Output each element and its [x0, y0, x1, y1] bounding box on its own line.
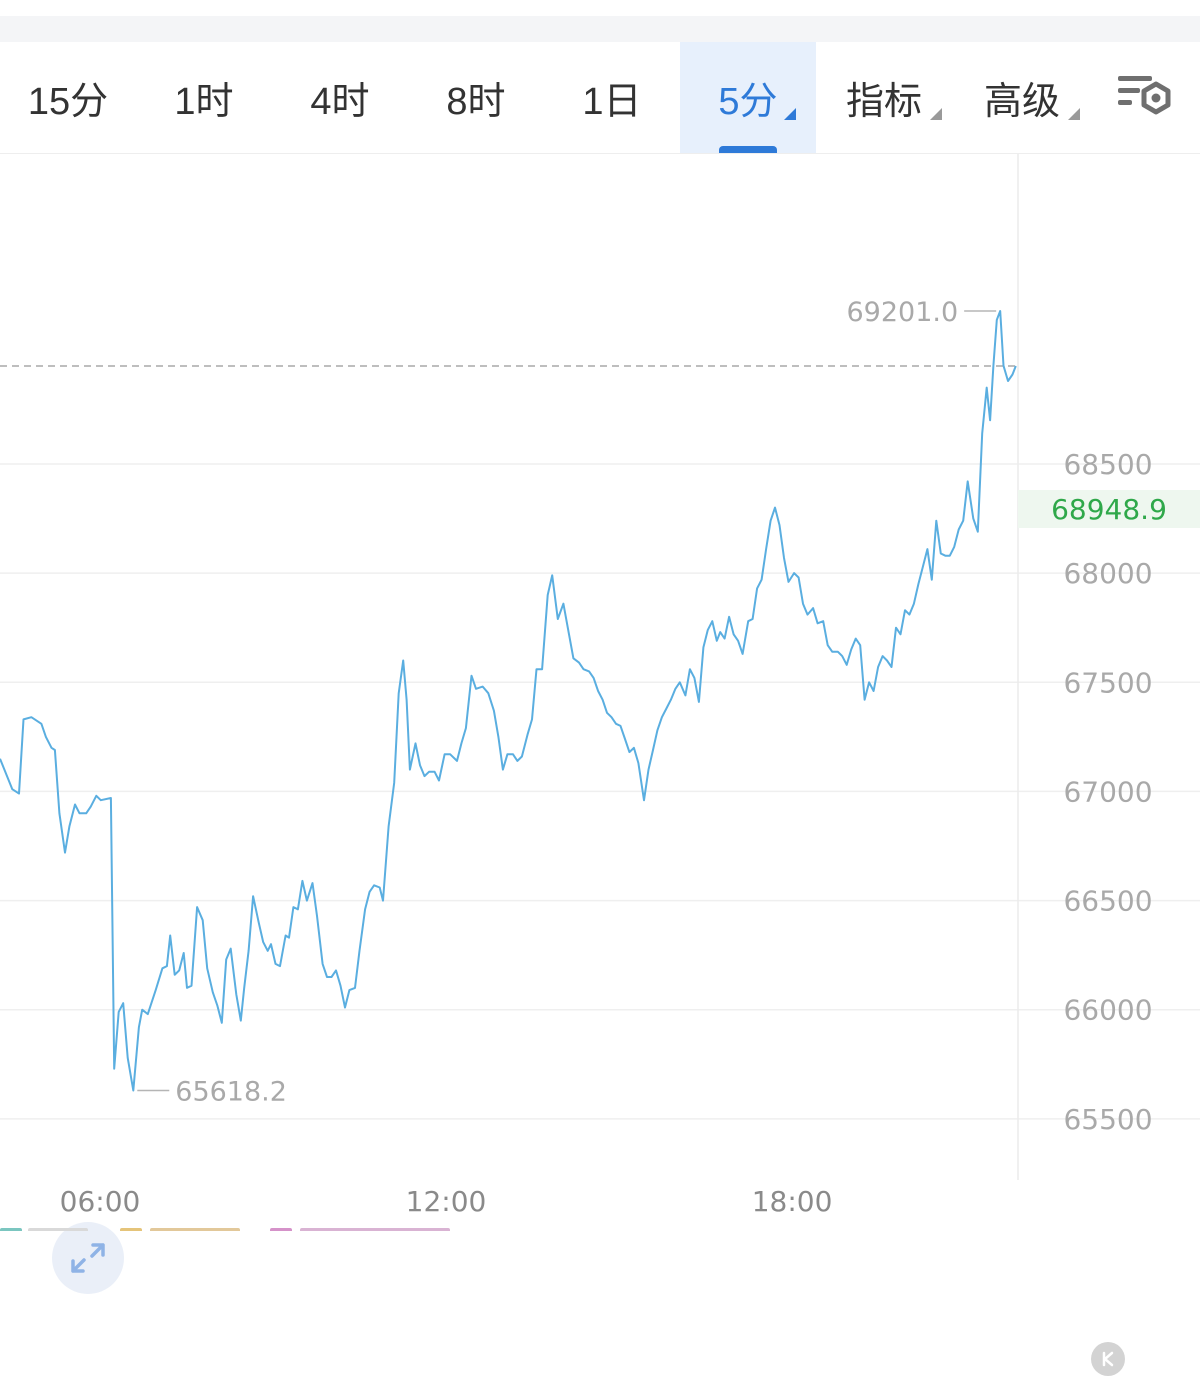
x-tick-label: 12:00 — [406, 1185, 487, 1218]
tab-timeframe-8h[interactable]: 8时 — [408, 42, 544, 153]
tab-label: 15分 — [27, 81, 109, 123]
top-status-strip — [0, 0, 1200, 42]
dropdown-triangle-icon — [930, 108, 942, 120]
low-price-label: 65618.2 — [175, 1076, 287, 1107]
dropdown-triangle-icon — [784, 108, 796, 120]
tab-timeframe-1h[interactable]: 1时 — [136, 42, 272, 153]
active-tab-indicator — [719, 146, 777, 153]
tab-timeframe-15m[interactable]: 15分 — [0, 42, 136, 153]
tab-timeframe-5m[interactable]: 5分 — [680, 42, 816, 153]
cutoff-legend-graphic — [0, 1228, 450, 1231]
y-tick-label: 66500 — [1063, 885, 1152, 918]
k-line-toggle-button[interactable] — [1091, 1342, 1125, 1376]
y-tick-label: 67000 — [1063, 775, 1152, 808]
indicator-legend-cutoff — [0, 1222, 600, 1231]
k-icon — [1102, 1351, 1114, 1367]
advanced-label: 高级 — [983, 81, 1060, 123]
y-tick-label: 65500 — [1063, 1103, 1152, 1136]
x-tick-label: 06:00 — [60, 1185, 141, 1218]
chart-settings-icon — [1118, 76, 1171, 115]
y-tick-label: 68500 — [1063, 448, 1152, 481]
indicators-label: 指标 — [845, 81, 922, 123]
line-chart-svg: 65500 66000 66500 67000 67500 68000 68500 06:0… — [0, 154, 1200, 1218]
y-tick-label: 66000 — [1063, 994, 1152, 1027]
tab-label: 1时 — [174, 81, 234, 123]
y-tick-label: 67500 — [1063, 666, 1152, 699]
fullscreen-button[interactable] — [52, 1222, 124, 1294]
tab-label: 5分 — [718, 81, 778, 123]
price-series-line — [0, 310, 1017, 1092]
chart-settings-button[interactable] — [1112, 68, 1176, 128]
advanced-menu-button[interactable]: 高级 — [952, 42, 1092, 153]
y-tick-label: 68000 — [1063, 557, 1152, 590]
tab-label: 4时 — [310, 81, 370, 123]
current-price-label: 68948.9 — [1018, 490, 1200, 528]
tab-timeframe-1d[interactable]: 1日 — [544, 42, 680, 153]
indicators-menu-button[interactable]: 指标 — [816, 42, 952, 153]
high-price-label: 69201.0 — [847, 297, 959, 328]
tab-label: 1日 — [582, 81, 642, 123]
tab-timeframe-4h[interactable]: 4时 — [272, 42, 408, 153]
tab-label: 8时 — [446, 81, 506, 123]
timeframe-toolbar: 15分 1时 4时 8时 1日 5分 指标 高级 — [0, 42, 1200, 154]
dropdown-triangle-icon — [1068, 108, 1080, 120]
expand-arrows-icon — [71, 1243, 105, 1273]
x-tick-label: 18:00 — [752, 1185, 833, 1218]
price-chart[interactable]: 65500 66000 66500 67000 67500 68000 68500 06:0… — [0, 154, 1200, 1376]
